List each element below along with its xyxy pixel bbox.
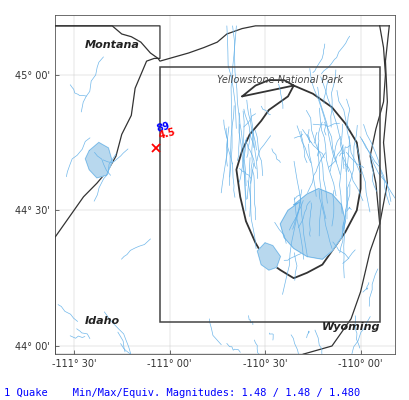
Text: 1 Quake    Min/Max/Equiv. Magnitudes: 1.48 / 1.48 / 1.480: 1 Quake Min/Max/Equiv. Magnitudes: 1.48 … bbox=[4, 388, 360, 398]
Bar bbox=[160, 66, 379, 322]
Polygon shape bbox=[236, 80, 360, 278]
Text: Idaho: Idaho bbox=[85, 316, 120, 326]
Text: Montana: Montana bbox=[85, 40, 139, 50]
Text: 89: 89 bbox=[155, 120, 170, 134]
Polygon shape bbox=[257, 243, 280, 270]
Polygon shape bbox=[85, 142, 112, 178]
Text: Yellowstone National Park: Yellowstone National Park bbox=[217, 75, 342, 85]
Text: 4.5: 4.5 bbox=[157, 126, 177, 140]
Polygon shape bbox=[280, 189, 344, 259]
Text: Wyoming: Wyoming bbox=[321, 322, 380, 332]
